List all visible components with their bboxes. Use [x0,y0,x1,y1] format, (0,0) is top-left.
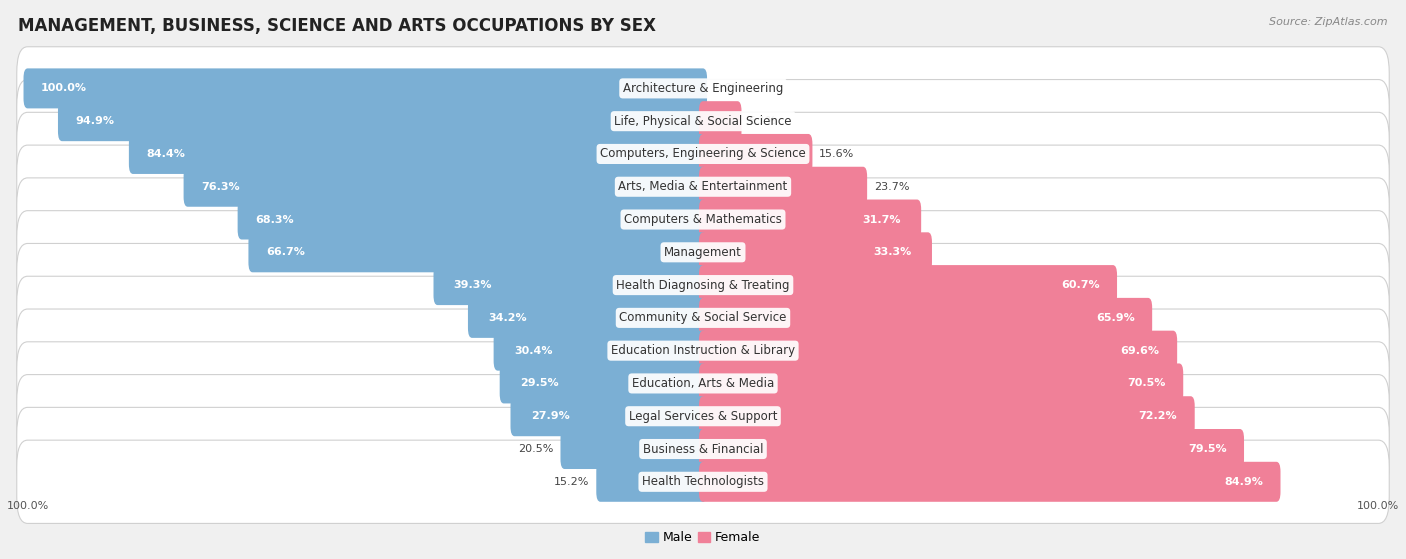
Text: 66.7%: 66.7% [266,247,305,257]
Text: 29.5%: 29.5% [520,378,558,389]
FancyBboxPatch shape [17,178,1389,261]
Text: Computers, Engineering & Science: Computers, Engineering & Science [600,148,806,160]
FancyBboxPatch shape [24,68,707,108]
FancyBboxPatch shape [596,462,707,502]
FancyBboxPatch shape [468,298,707,338]
FancyBboxPatch shape [699,363,1184,404]
Text: Architecture & Engineering: Architecture & Engineering [623,82,783,95]
Text: 33.3%: 33.3% [873,247,911,257]
Text: Computers & Mathematics: Computers & Mathematics [624,213,782,226]
FancyBboxPatch shape [17,79,1389,163]
FancyBboxPatch shape [699,298,1152,338]
FancyBboxPatch shape [699,462,1281,502]
FancyBboxPatch shape [699,265,1116,305]
FancyBboxPatch shape [17,342,1389,425]
Text: 39.3%: 39.3% [454,280,492,290]
Text: 79.5%: 79.5% [1188,444,1226,454]
FancyBboxPatch shape [494,331,707,371]
Text: 70.5%: 70.5% [1128,378,1166,389]
Text: Health Diagnosing & Treating: Health Diagnosing & Treating [616,278,790,292]
Text: 20.5%: 20.5% [519,444,554,454]
FancyBboxPatch shape [17,112,1389,196]
FancyBboxPatch shape [17,145,1389,229]
FancyBboxPatch shape [17,244,1389,326]
FancyBboxPatch shape [699,101,741,141]
FancyBboxPatch shape [17,211,1389,294]
Text: 100.0%: 100.0% [1357,501,1399,511]
Text: 5.1%: 5.1% [748,116,776,126]
Text: Source: ZipAtlas.com: Source: ZipAtlas.com [1270,17,1388,27]
FancyBboxPatch shape [699,331,1177,371]
Text: 69.6%: 69.6% [1121,345,1160,356]
Text: Education Instruction & Library: Education Instruction & Library [612,344,794,357]
FancyBboxPatch shape [129,134,707,174]
FancyBboxPatch shape [238,200,707,239]
Text: Community & Social Service: Community & Social Service [619,311,787,324]
FancyBboxPatch shape [699,134,813,174]
Text: Business & Financial: Business & Financial [643,443,763,456]
FancyBboxPatch shape [699,233,932,272]
FancyBboxPatch shape [17,276,1389,359]
Text: 27.9%: 27.9% [531,411,569,421]
FancyBboxPatch shape [699,396,1195,436]
Text: Arts, Media & Entertainment: Arts, Media & Entertainment [619,180,787,193]
Text: 100.0%: 100.0% [7,501,49,511]
Text: Education, Arts & Media: Education, Arts & Media [631,377,775,390]
Legend: Male, Female: Male, Female [641,526,765,549]
Text: 31.7%: 31.7% [862,215,901,225]
Text: 84.9%: 84.9% [1225,477,1263,487]
Text: 94.9%: 94.9% [76,116,114,126]
FancyBboxPatch shape [249,233,707,272]
FancyBboxPatch shape [499,363,707,404]
FancyBboxPatch shape [561,429,707,469]
FancyBboxPatch shape [58,101,707,141]
Text: 68.3%: 68.3% [256,215,294,225]
Text: Management: Management [664,246,742,259]
FancyBboxPatch shape [510,396,707,436]
Text: 60.7%: 60.7% [1062,280,1099,290]
FancyBboxPatch shape [17,309,1389,392]
FancyBboxPatch shape [17,47,1389,130]
FancyBboxPatch shape [17,440,1389,523]
Text: 15.6%: 15.6% [820,149,855,159]
Text: Health Technologists: Health Technologists [643,475,763,489]
Text: 30.4%: 30.4% [513,345,553,356]
FancyBboxPatch shape [699,429,1244,469]
FancyBboxPatch shape [17,408,1389,491]
FancyBboxPatch shape [699,167,868,207]
Text: 100.0%: 100.0% [41,83,87,93]
Text: Life, Physical & Social Science: Life, Physical & Social Science [614,115,792,127]
Text: 72.2%: 72.2% [1139,411,1177,421]
FancyBboxPatch shape [17,375,1389,458]
Text: 76.3%: 76.3% [201,182,240,192]
Text: 0.0%: 0.0% [714,83,742,93]
Text: 84.4%: 84.4% [146,149,186,159]
Text: 65.9%: 65.9% [1095,313,1135,323]
Text: MANAGEMENT, BUSINESS, SCIENCE AND ARTS OCCUPATIONS BY SEX: MANAGEMENT, BUSINESS, SCIENCE AND ARTS O… [18,17,657,35]
Text: Legal Services & Support: Legal Services & Support [628,410,778,423]
Text: 34.2%: 34.2% [488,313,527,323]
FancyBboxPatch shape [699,200,921,239]
Text: 15.2%: 15.2% [554,477,589,487]
Text: 23.7%: 23.7% [875,182,910,192]
FancyBboxPatch shape [184,167,707,207]
FancyBboxPatch shape [433,265,707,305]
